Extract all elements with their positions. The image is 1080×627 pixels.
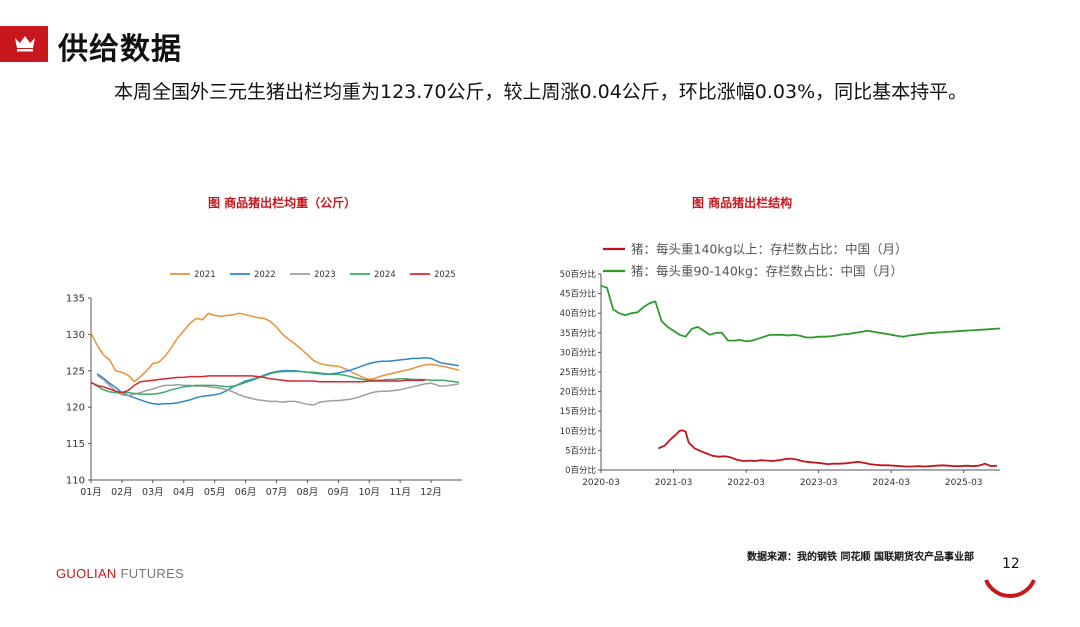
series-line-2021 xyxy=(90,312,460,383)
right-series-line-1 xyxy=(658,429,998,468)
left-x-tick-label: 09月 xyxy=(328,487,350,498)
page-number: 12 xyxy=(1002,556,1020,572)
right-y-tick-label: 45百分比 xyxy=(560,289,596,300)
right-y-tick-label: 10百分比 xyxy=(560,426,596,437)
right-y-tick-label: 15百分比 xyxy=(560,406,596,417)
left-x-tick-label: 06月 xyxy=(235,487,257,498)
left-y-tick-label: 115 xyxy=(66,439,85,450)
right-chart: 0百分比 5百分比 10百分比 15百分比 20百分比 25百分比 30百分比 35百分比 40… xyxy=(560,242,1001,488)
right-chart-title: 图 商品猪出栏结构 xyxy=(692,196,793,210)
right-x-tick-label: 2020-03 xyxy=(582,478,620,488)
left-y-tick-label: 125 xyxy=(66,366,85,377)
right-y-tick-label: 0百分比 xyxy=(565,465,596,476)
right-legend-label: 猪：每头重90-140kg：存栏数占比：中国（月） xyxy=(631,264,903,279)
right-y-tick-label: 5百分比 xyxy=(565,445,596,456)
left-y-tick-label: 120 xyxy=(66,403,85,414)
series-line-2025 xyxy=(90,375,425,394)
left-x-tick-label: 01月 xyxy=(80,487,102,498)
left-x-tick-label: 08月 xyxy=(297,487,319,498)
left-x-tick-label: 07月 xyxy=(266,487,288,498)
left-x-tick-label: 12月 xyxy=(420,487,442,498)
left-x-tick-label: 03月 xyxy=(142,487,164,498)
left-y-tick-label: 130 xyxy=(66,330,85,341)
right-series-line-2 xyxy=(600,284,1001,343)
right-x-tick-label: 2023-03 xyxy=(800,478,838,488)
title-accent-bar xyxy=(0,26,48,62)
left-x-tick-label: 02月 xyxy=(111,487,133,498)
left-legend-label: 2021 xyxy=(194,270,216,280)
left-x-tick-label: 04月 xyxy=(173,487,195,498)
left-legend-label: 2023 xyxy=(314,270,336,280)
left-y-tick-label: 110 xyxy=(66,476,85,487)
left-y-tick-label: 135 xyxy=(66,294,85,305)
right-x-tick-label: 2025-03 xyxy=(945,478,983,488)
right-x-tick-label: 2021-03 xyxy=(655,478,693,488)
page-title: 供给数据 xyxy=(58,32,182,67)
right-legend-label: 猪：每头重140kg以上：存栏数占比：中国（月） xyxy=(631,242,908,257)
left-legend-label: 2025 xyxy=(434,270,456,280)
brand-logo: GUOLIAN FUTURES xyxy=(56,566,184,581)
right-x-tick-label: 2022-03 xyxy=(727,478,765,488)
right-y-tick-label: 35百分比 xyxy=(560,328,596,339)
page-badge xyxy=(984,579,1036,598)
left-legend-label: 2024 xyxy=(374,270,396,280)
right-y-tick-label: 40百分比 xyxy=(560,308,596,319)
right-y-tick-label: 30百分比 xyxy=(560,347,596,358)
left-x-tick-label: 05月 xyxy=(204,487,226,498)
crown-icon xyxy=(15,36,35,52)
summary-paragraph: 本周全国外三元生猪出栏均重为123.70公斤，较上周涨0.04公斤，环比涨幅0.… xyxy=(114,81,968,103)
right-y-tick-label: 50百分比 xyxy=(560,269,596,280)
right-y-tick-label: 20百分比 xyxy=(560,387,596,398)
left-x-tick-label: 11月 xyxy=(389,487,411,498)
series-line-2023 xyxy=(96,374,460,406)
series-line-2024 xyxy=(90,370,460,395)
right-y-tick-label: 25百分比 xyxy=(560,367,596,378)
left-legend-label: 2022 xyxy=(254,270,276,280)
left-chart: 110 115 120 125 130 135 01月 02月 03月 04月 05月 06月 07月 0… xyxy=(66,270,462,498)
brand-sub: FUTURES xyxy=(120,566,185,581)
brand-main: GUOLIAN xyxy=(56,566,117,581)
data-source: 数据来源：我的钢铁 同花顺 国联期货农产品事业部 xyxy=(747,552,974,563)
left-x-tick-label: 10月 xyxy=(358,487,380,498)
left-chart-title: 图 商品猪出栏均重（公斤） xyxy=(208,196,357,210)
right-x-tick-label: 2024-03 xyxy=(872,478,910,488)
